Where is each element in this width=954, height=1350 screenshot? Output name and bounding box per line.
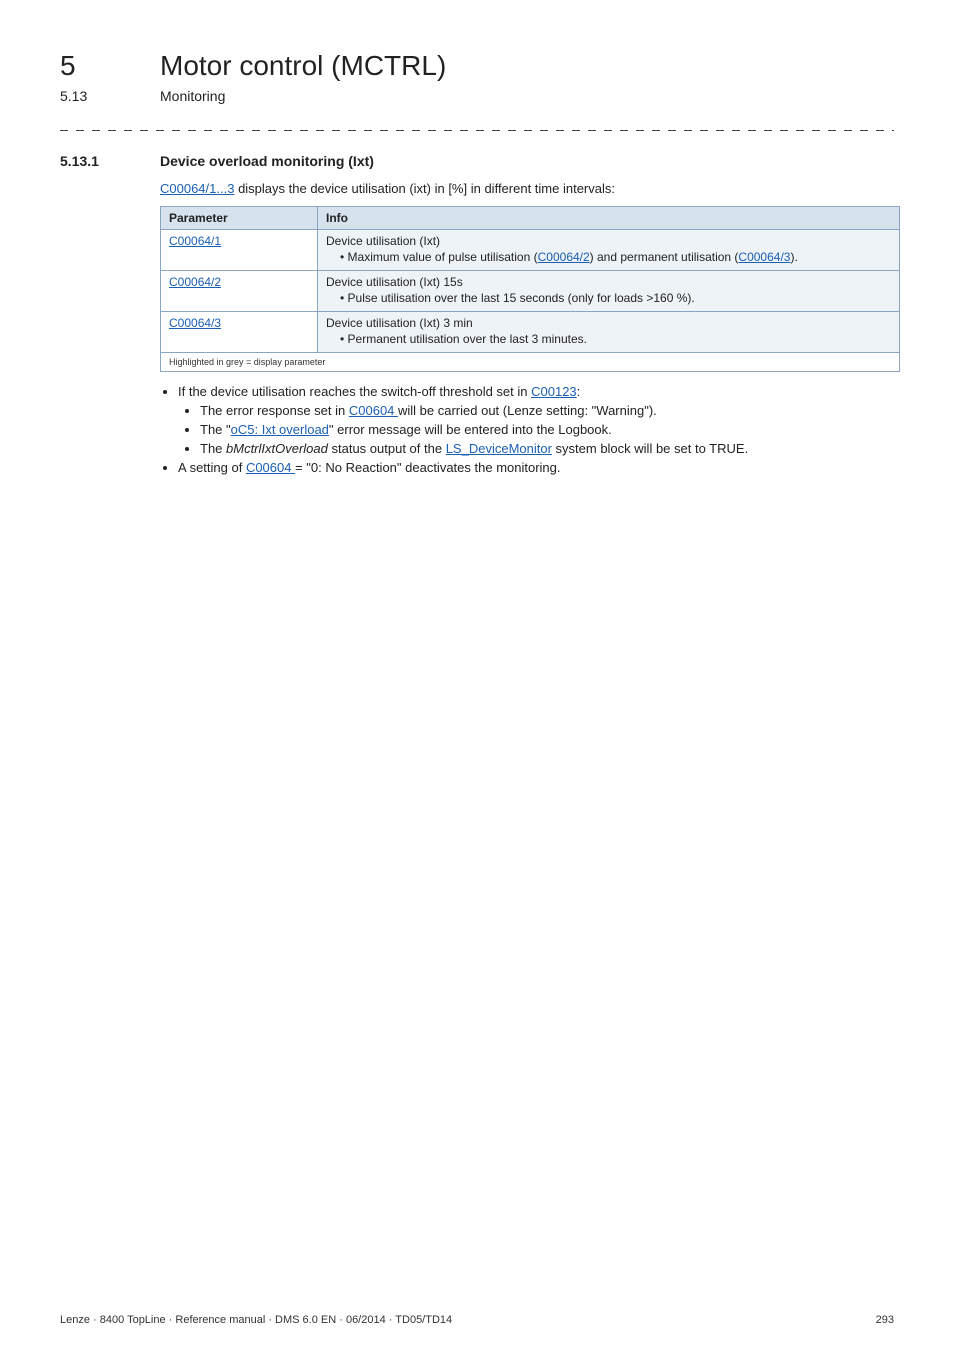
link-c00064-3[interactable]: C00064/3 [738, 250, 790, 264]
text: The [200, 441, 226, 456]
section-title: Monitoring [160, 88, 225, 104]
link-param[interactable]: C00064/1 [169, 234, 221, 248]
text: = "0: No Reaction" deactivates the monit… [295, 460, 560, 475]
list-item: If the device utilisation reaches the sw… [178, 384, 894, 456]
table-footer: Highlighted in grey = display parameter [161, 353, 900, 372]
cell-title: Device utilisation (Ixt) 15s [326, 275, 891, 289]
table-row: C00064/1 Device utilisation (Ixt) • Maxi… [161, 230, 900, 271]
cell-bullet: • Pulse utilisation over the last 15 sec… [340, 291, 891, 305]
link-c00604[interactable]: C00604 [349, 403, 398, 418]
italic-term: bMctrlIxtOverload [226, 441, 328, 456]
link-c00604-2[interactable]: C00604 [246, 460, 295, 475]
text: If the device utilisation reaches the sw… [178, 384, 531, 399]
table-row: C00064/3 Device utilisation (Ixt) 3 min … [161, 312, 900, 353]
parameter-table: Parameter Info C00064/1 Device utilisati… [160, 206, 900, 372]
chapter-title: Motor control (MCTRL) [160, 50, 446, 82]
cell-bullet: • Permanent utilisation over the last 3 … [340, 332, 891, 346]
link-param[interactable]: C00064/3 [169, 316, 221, 330]
text: The error response set in [200, 403, 349, 418]
list-item: The error response set in C00604 will be… [200, 403, 894, 418]
table-footer-row: Highlighted in grey = display parameter [161, 353, 900, 372]
text: system block will be set to TRUE. [552, 441, 748, 456]
text: : [577, 384, 581, 399]
divider [60, 130, 894, 131]
link-param[interactable]: C00064/2 [169, 275, 221, 289]
text: A setting of [178, 460, 246, 475]
cell-title: Device utilisation (Ixt) [326, 234, 891, 248]
footer-left: Lenze · 8400 TopLine · Reference manual … [60, 1314, 452, 1326]
link-ls-devicemonitor[interactable]: LS_DeviceMonitor [446, 441, 552, 456]
cell-bullet: • Maximum value of pulse utilisation (C0… [340, 250, 891, 264]
text: will be carried out (Lenze setting: "War… [398, 403, 657, 418]
cell-title: Device utilisation (Ixt) 3 min [326, 316, 891, 330]
text: • Maximum value of pulse utilisation ( [340, 250, 538, 264]
table-row: C00064/2 Device utilisation (Ixt) 15s • … [161, 271, 900, 312]
link-c00064-range[interactable]: C00064/1...3 [160, 181, 234, 196]
bullet-list: If the device utilisation reaches the sw… [160, 384, 894, 475]
col-parameter: Parameter [161, 207, 318, 230]
page-number: 293 [876, 1314, 894, 1326]
list-item: The "oC5: Ixt overload" error message wi… [200, 422, 894, 437]
list-item: A setting of C00604 = "0: No Reaction" d… [178, 460, 894, 475]
text: ) and permanent utilisation ( [590, 250, 739, 264]
text: " error message will be entered into the… [329, 422, 612, 437]
text: The " [200, 422, 231, 437]
link-c00123[interactable]: C00123 [531, 384, 577, 399]
link-c00064-2[interactable]: C00064/2 [538, 250, 590, 264]
section-number: 5.13 [60, 88, 120, 104]
chapter-number: 5 [60, 50, 120, 82]
intro-text: C00064/1...3 displays the device utilisa… [160, 181, 894, 196]
subsection-title: Device overload monitoring (Ixt) [160, 153, 374, 169]
text: status output of the [328, 441, 446, 456]
intro-rest: displays the device utilisation (ixt) in… [234, 181, 615, 196]
link-oc5[interactable]: oC5: Ixt overload [231, 422, 329, 437]
subsection-number: 5.13.1 [60, 153, 132, 169]
text: ). [790, 250, 797, 264]
list-item: The bMctrlIxtOverload status output of t… [200, 441, 894, 456]
col-info: Info [318, 207, 900, 230]
